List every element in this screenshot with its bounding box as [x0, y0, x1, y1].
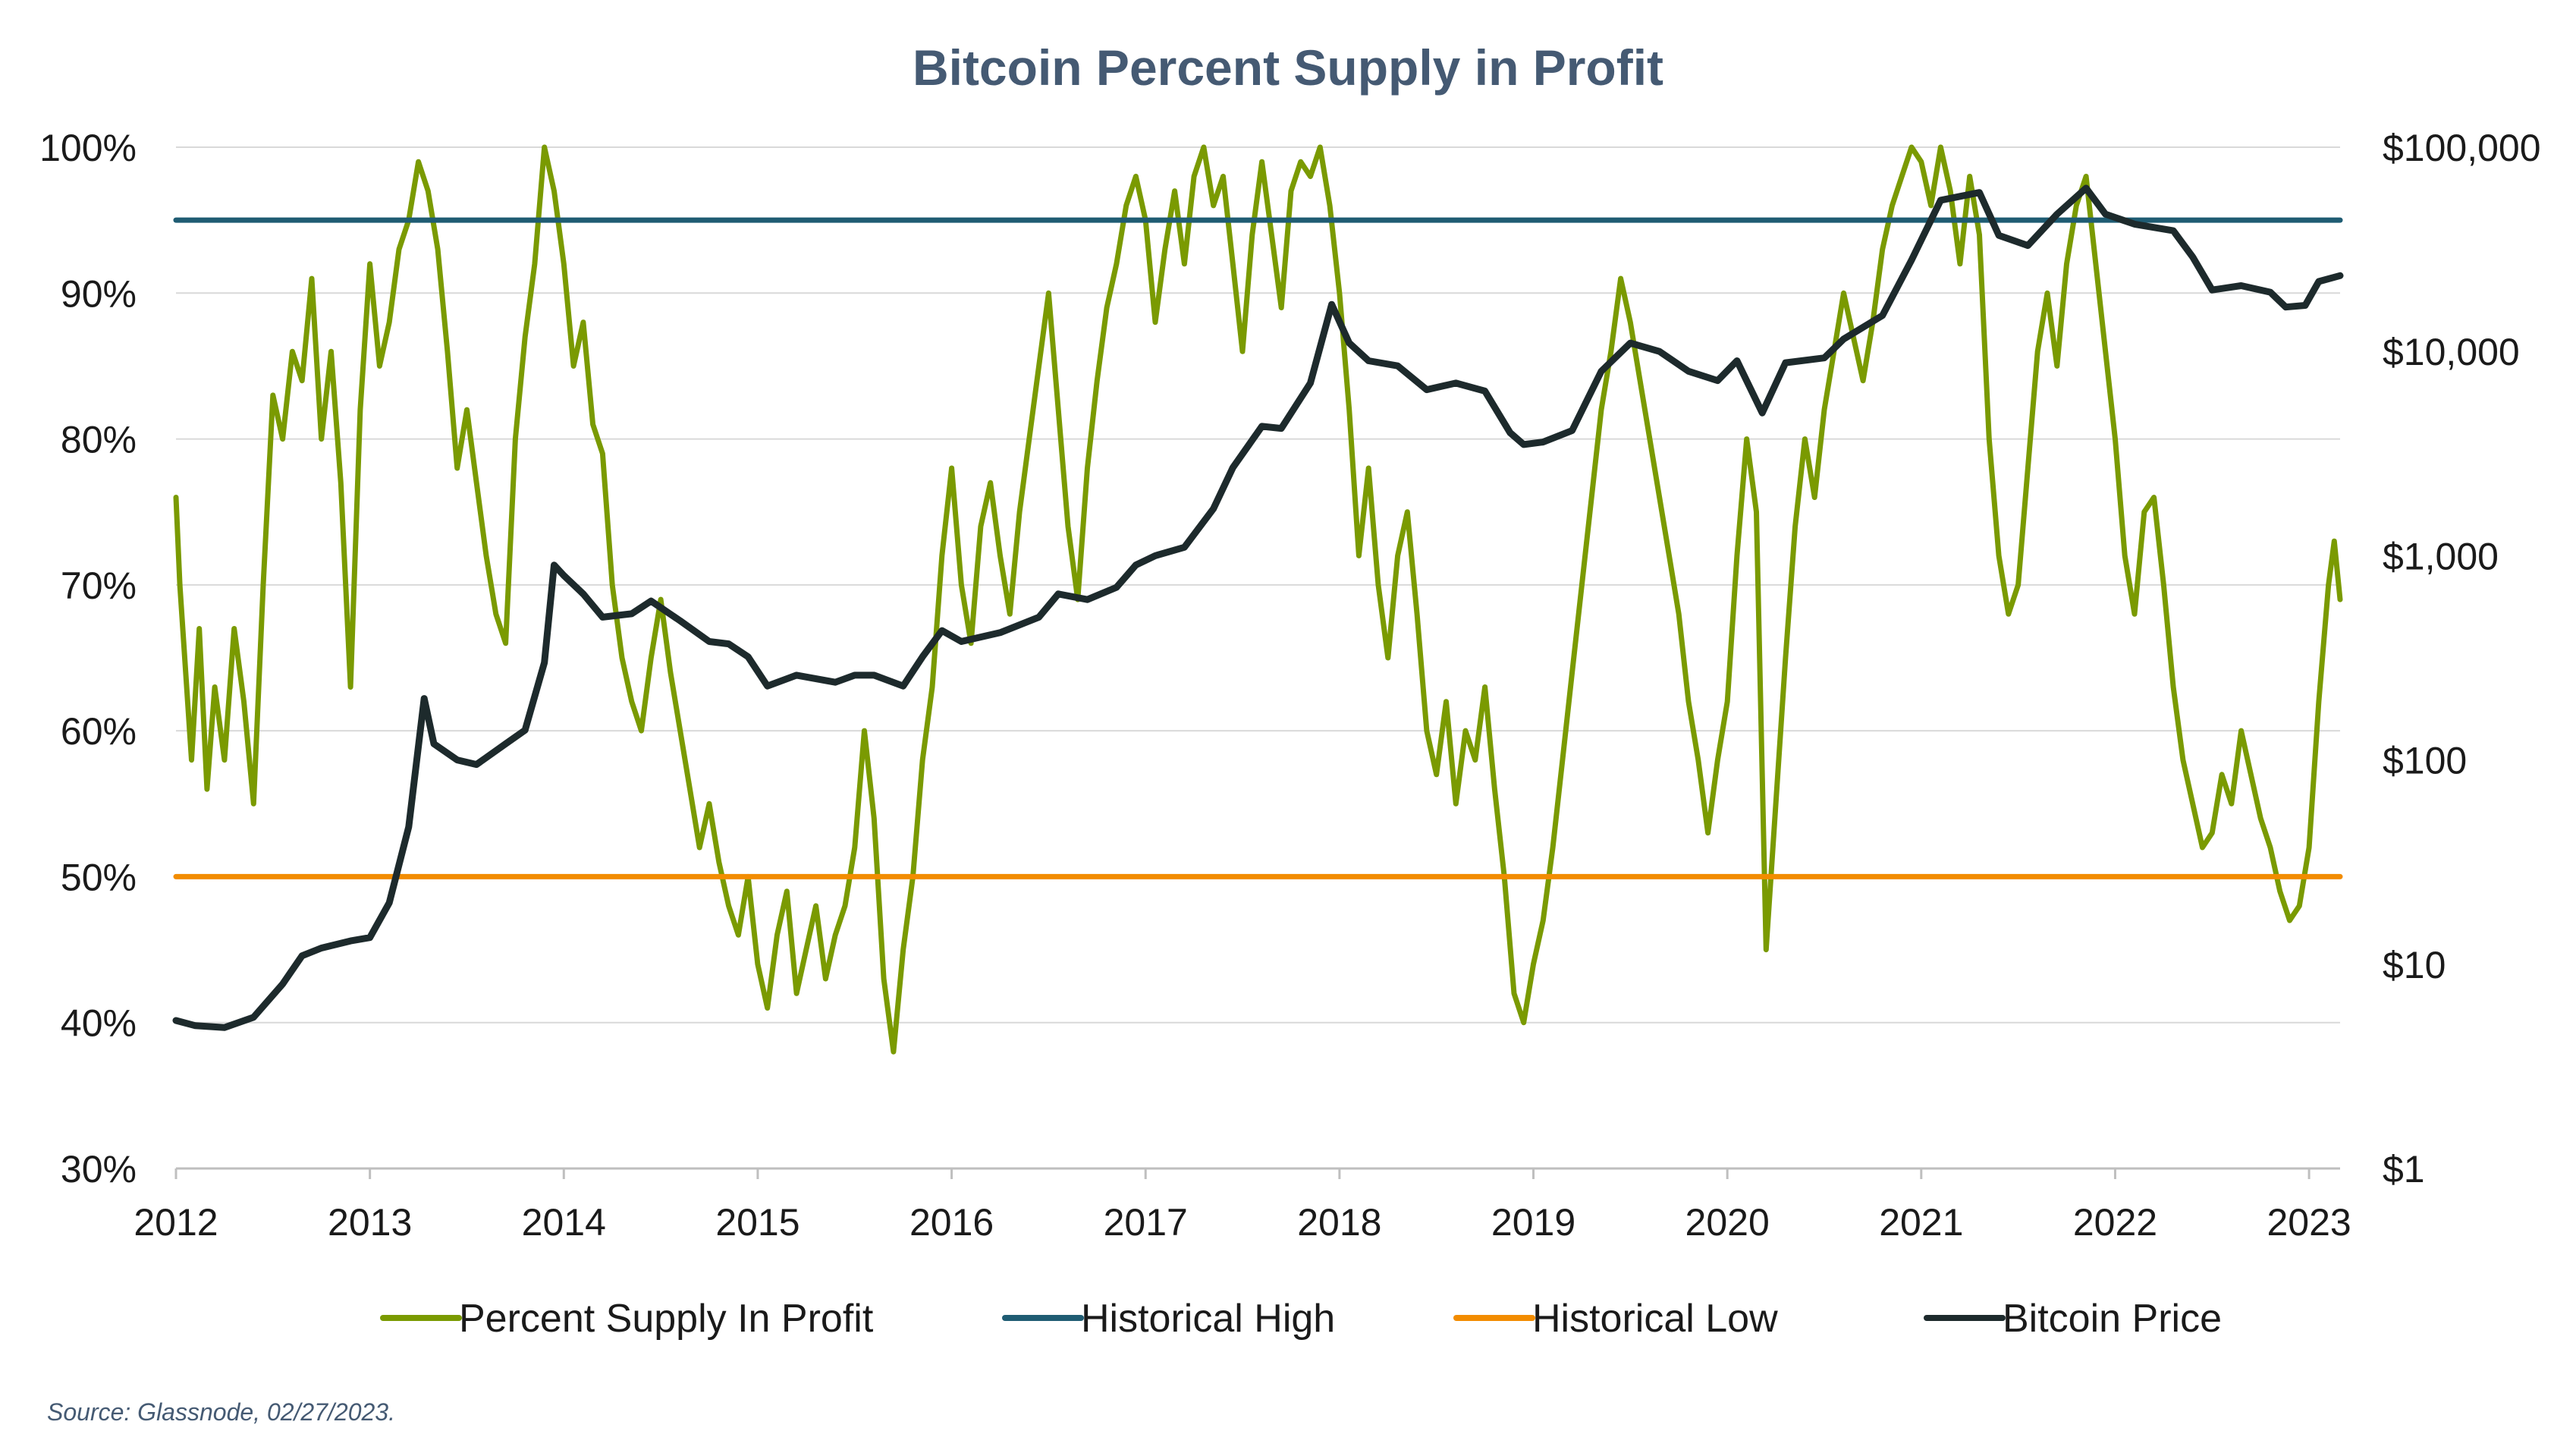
y-left-tick-label: 80%: [61, 419, 137, 461]
y-right-tick-label: $10,000: [2383, 331, 2520, 373]
plot-area: [172, 144, 2344, 1055]
series-line-bitcoin-price: [172, 184, 2344, 1031]
legend-label: Historical High: [1081, 1297, 1335, 1341]
x-tick-label: 2022: [2073, 1201, 2157, 1244]
y-right-axis: $1 $10 $100 $1,000 $10,000 $100,000: [2383, 127, 2541, 1190]
source-note: Source: Glassnode, 02/27/2023.: [47, 1398, 395, 1426]
x-tick-label: 2016: [909, 1201, 994, 1244]
legend: Percent Supply In Profit Historical High H…: [380, 1297, 2222, 1341]
x-tick-label: 2021: [1879, 1201, 1963, 1244]
grid: [176, 146, 2340, 1170]
y-right-tick-label: $100,000: [2383, 127, 2541, 169]
x-tick-label: 2019: [1491, 1201, 1575, 1244]
x-tick-label: 2013: [328, 1201, 412, 1244]
legend-label: Percent Supply In Profit: [459, 1297, 874, 1341]
y-left-tick-label: 90%: [61, 272, 137, 315]
y-left-tick-label: 70%: [61, 565, 137, 607]
x-tick-label: 2012: [134, 1201, 218, 1244]
x-tick-label: 2015: [715, 1201, 800, 1244]
y-right-tick-label: $1,000: [2383, 535, 2499, 577]
y-right-tick-label: $10: [2383, 944, 2446, 986]
x-tick-label: 2020: [1685, 1201, 1770, 1244]
legend-label: Historical Low: [1532, 1297, 1778, 1341]
x-axis: 2012 2013 2014 2015 2016 2017 2018 2019 2020 2021…: [134, 1168, 2351, 1244]
y-left-tick-label: 40%: [61, 1002, 137, 1045]
y-left-tick-label: 60%: [61, 710, 137, 753]
y-left-tick-label: 50%: [61, 856, 137, 898]
y-left-tick-label: 30%: [61, 1148, 137, 1190]
y-right-tick-label: $1: [2383, 1148, 2425, 1190]
y-left-axis: 30% 40% 50% 60% 70% 80% 90% 100%: [39, 127, 137, 1190]
x-tick-label: 2023: [2267, 1201, 2351, 1244]
x-tick-label: 2014: [522, 1201, 606, 1244]
chart-title: Bitcoin Percent Supply in Profit: [913, 39, 1663, 96]
series-line-percent-supply-in-profit: [173, 144, 2343, 1055]
y-right-tick-label: $100: [2383, 740, 2467, 782]
y-left-tick-label: 100%: [39, 127, 137, 169]
x-tick-label: 2018: [1297, 1201, 1381, 1244]
legend-label: Bitcoin Price: [2003, 1297, 2222, 1341]
x-tick-label: 2017: [1104, 1201, 1188, 1244]
